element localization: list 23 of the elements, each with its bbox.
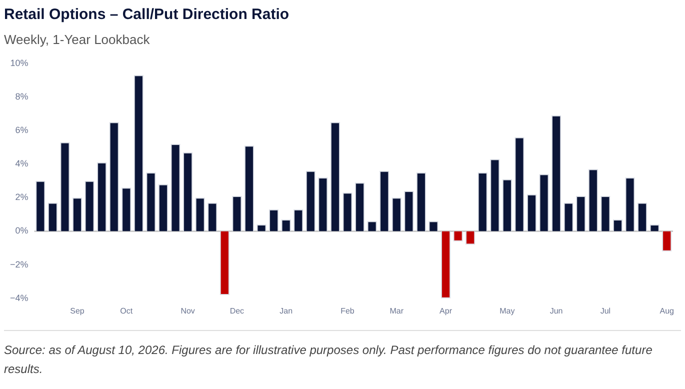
y-tick-label: −4% — [10, 292, 28, 303]
x-tick-label: Feb — [340, 306, 355, 316]
x-tick-label: Jun — [550, 306, 563, 316]
x-tick-label: Dec — [230, 306, 244, 316]
x-tick-label: Mar — [390, 306, 404, 316]
x-tick-label: May — [500, 306, 515, 316]
source-note: Source: as of August 10, 2026. Figures are for illustrative purposes only. Past performance figures do not guarantee future results. — [4, 342, 654, 378]
x-tick-label: Nov — [180, 306, 195, 316]
y-tick-label: 10% — [10, 58, 28, 68]
chart-subtitle: Weekly, 1-Year Lookback — [4, 32, 150, 47]
y-tick-label: 8% — [15, 91, 28, 102]
x-tick-label: Aug — [660, 306, 674, 316]
x-tick-label: Jan — [280, 306, 293, 316]
x-tick-label: Sep — [70, 306, 85, 316]
y-tick-label: 2% — [15, 192, 28, 202]
x-tick-label: Apr — [440, 306, 452, 316]
y-tick-label: 6% — [15, 125, 28, 136]
y-tick-label: −2% — [10, 259, 28, 270]
chart-title: Retail Options – Call/Put Direction Ratio — [4, 6, 290, 23]
x-tick-label: Oct — [120, 306, 134, 316]
x-tick-label: Jul — [600, 306, 611, 316]
y-tick-label: 0% — [15, 226, 28, 236]
y-tick-label: 4% — [15, 158, 28, 169]
